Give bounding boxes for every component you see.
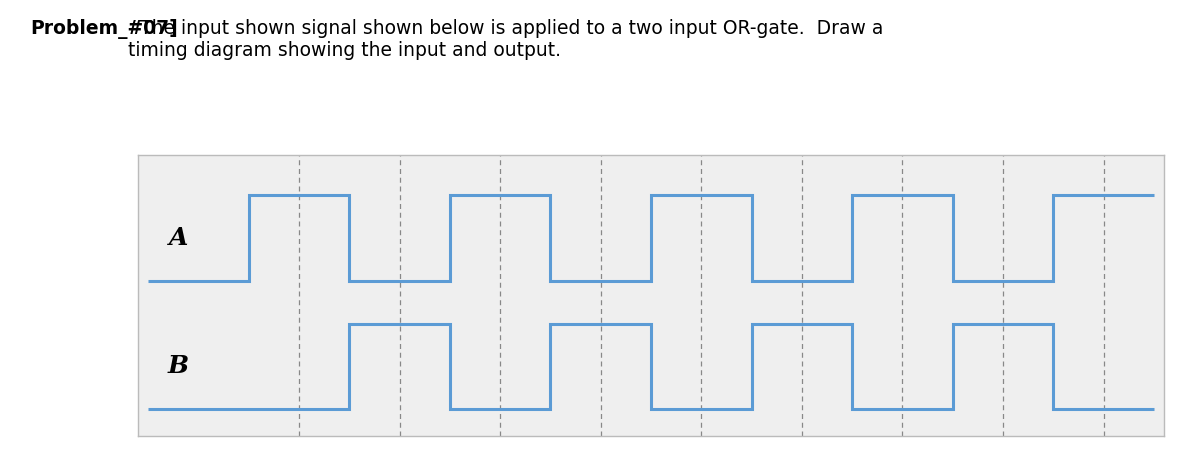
Text: Problem_#07]: Problem_#07] — [30, 19, 178, 39]
Text: The input shown signal shown below is applied to a two input OR-gate.  Draw a
ti: The input shown signal shown below is ap… — [128, 19, 883, 60]
Text: B: B — [168, 355, 188, 378]
Text: A: A — [168, 226, 188, 250]
